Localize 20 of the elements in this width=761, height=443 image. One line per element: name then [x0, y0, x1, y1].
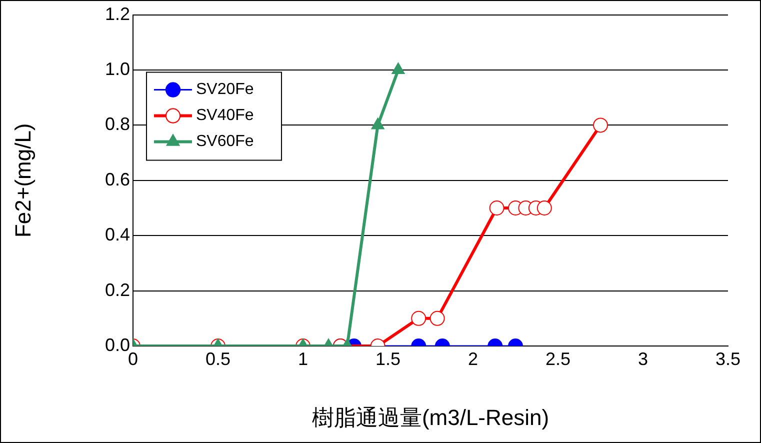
x-tick-label: 3.5 [715, 348, 741, 369]
x-tick-label: 2.5 [545, 348, 571, 369]
x-axis-title: 樹脂通過量(m3/L-Resin) [312, 404, 550, 430]
y-tick-label: 1.0 [104, 58, 130, 79]
y-axis-title: Fe2+(mg/L) [10, 123, 36, 238]
y-tick-label: 0.6 [104, 169, 130, 190]
y-tick-label: 1.2 [104, 4, 130, 24]
x-tick-label: 3 [638, 348, 648, 369]
x-tick-label: 2 [468, 348, 478, 369]
x-tick-label: 1 [298, 348, 308, 369]
legend-label: SV60Fe [196, 133, 254, 150]
legend-label: SV20Fe [196, 81, 254, 98]
legend-label: SV40Fe [196, 107, 254, 124]
x-tick-label: 0.5 [205, 348, 231, 369]
y-tick-label: 0.0 [104, 334, 130, 355]
x-tick-label: 1.5 [375, 348, 401, 369]
y-tick-label: 0.4 [104, 224, 130, 245]
y-tick-label: 0.8 [104, 114, 130, 134]
y-tick-label: 0.2 [104, 280, 130, 300]
x-tick-label: 0 [128, 348, 138, 369]
